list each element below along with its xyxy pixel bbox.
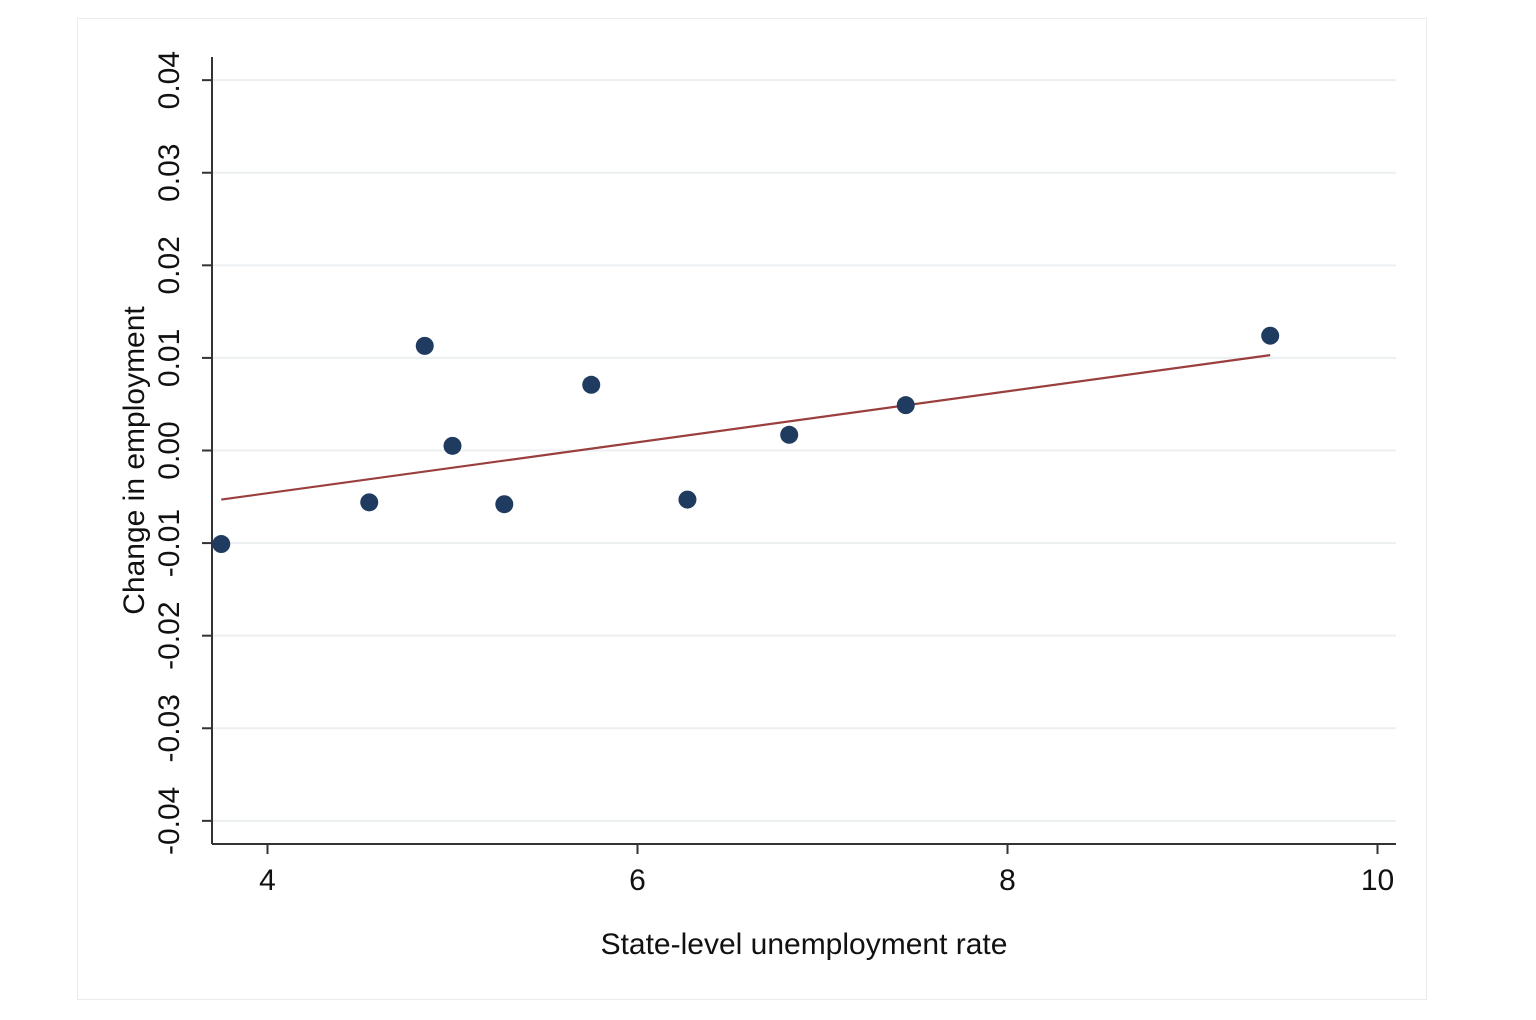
fit-line	[221, 354, 1271, 501]
data-point	[360, 493, 379, 512]
y-axis-title: Change in employment	[118, 306, 151, 615]
data-point	[212, 535, 231, 554]
data-point	[678, 490, 697, 509]
y-tick-label: -0.01	[153, 509, 186, 577]
fit-line-layer	[221, 354, 1271, 501]
data-point	[780, 425, 799, 444]
data-point	[1261, 326, 1280, 345]
y-tick-label: -0.03	[153, 694, 186, 762]
y-tick-label: 0.00	[153, 421, 186, 479]
chart-frame: 4 6 8 10 -0.04 -0.03 -0.02 -0.01 0.00 0.01 0.02 0.…	[77, 18, 1427, 1000]
data-points	[212, 326, 1280, 554]
y-tick-label: 0.01	[153, 329, 186, 387]
data-point	[896, 396, 915, 415]
x-axis-title: State-level unemployment rate	[601, 928, 1008, 961]
data-point	[582, 375, 601, 394]
data-point	[495, 495, 514, 514]
data-point	[415, 336, 434, 355]
x-tick-label: 8	[999, 864, 1016, 897]
y-ticks: -0.04 -0.03 -0.02 -0.01 0.00 0.01 0.02 0.03 0.04	[153, 51, 212, 855]
x-tick-label: 10	[1361, 864, 1394, 897]
x-tick-label: 6	[629, 864, 646, 897]
y-tick-label: 0.04	[153, 51, 186, 109]
y-tick-label: 0.02	[153, 236, 186, 294]
x-tick-label: 4	[259, 864, 276, 897]
data-point	[443, 436, 462, 455]
gridlines	[212, 79, 1396, 822]
y-tick-label: 0.03	[153, 144, 186, 202]
y-tick-label: -0.02	[153, 601, 186, 669]
x-ticks: 4 6 8 10	[259, 844, 1394, 897]
y-tick-label: -0.04	[153, 787, 186, 855]
scatter-chart: 4 6 8 10 -0.04 -0.03 -0.02 -0.01 0.00 0.01 0.02 0.…	[118, 51, 1396, 961]
